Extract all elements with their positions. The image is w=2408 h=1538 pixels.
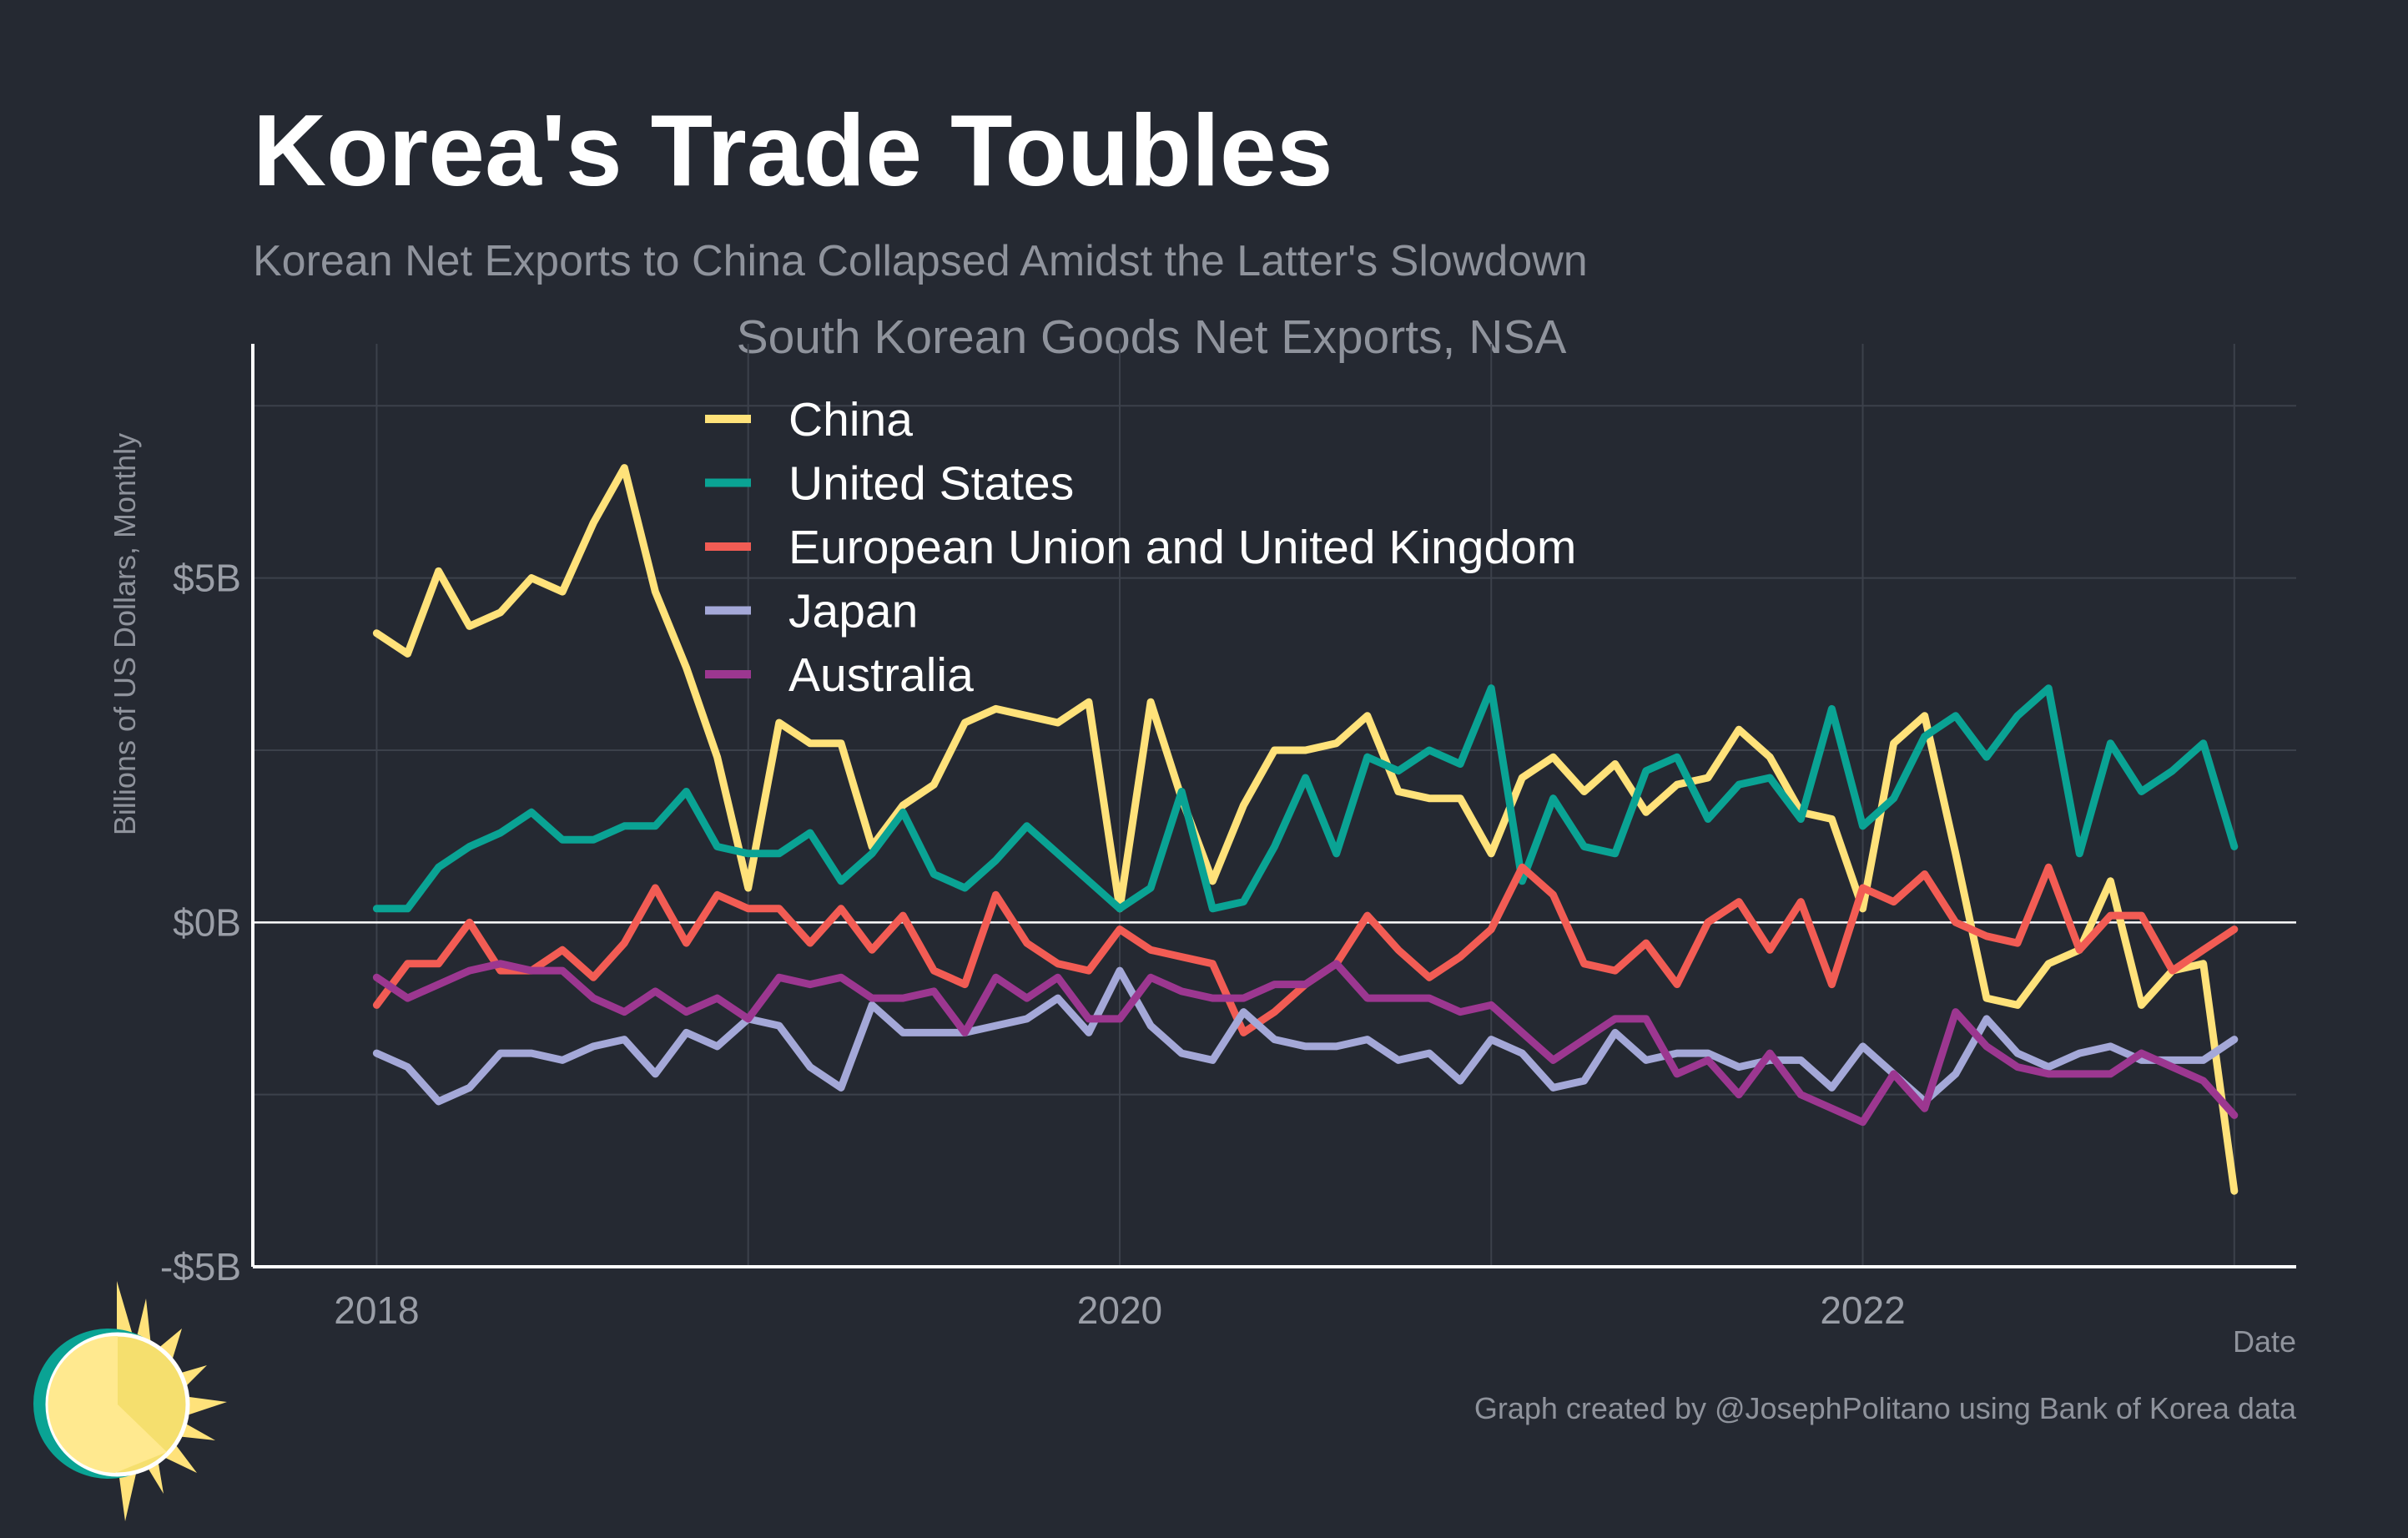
tick-labels: -$5B $0B $5B 2018 2020 2022: [160, 557, 1906, 1332]
series-lines: [372, 464, 2239, 1195]
chart-title: South Korean Goods Net Exports, NSA: [737, 310, 1567, 364]
legend-label-china: China: [788, 393, 913, 446]
legend-label-australia: Australia: [788, 648, 974, 702]
x-tick-label: 2020: [1077, 1288, 1162, 1332]
page-subtitle: Korean Net Exports to China Collapsed Am…: [253, 237, 1588, 285]
series-line-australia: [372, 960, 2239, 1127]
legend-label-united-states: United States: [788, 457, 1074, 511]
gridlines: [253, 344, 2296, 1267]
legend-label-japan: Japan: [788, 585, 918, 638]
x-tick-label: 2022: [1820, 1288, 1905, 1332]
y-axis-label: Billions of US Dollars, Monthly: [108, 433, 142, 835]
y-tick-label: $0B: [173, 900, 241, 944]
sun-logo: [33, 1281, 227, 1521]
x-tick-label: 2018: [334, 1288, 419, 1332]
sun-highlight: [48, 1335, 168, 1473]
page-title: Korea's Trade Toubles: [253, 93, 1333, 207]
source-caption: Graph created by @JosephPolitano using B…: [1474, 1391, 2297, 1425]
series-line-china: [372, 464, 2239, 1195]
y-tick-label: $5B: [173, 557, 241, 600]
legend: China United States European Union and Uni…: [705, 393, 1576, 702]
x-axis-label: Date: [2233, 1324, 2296, 1359]
y-tick-label: -$5B: [160, 1245, 241, 1288]
series-line-united-states: [372, 684, 2239, 913]
legend-label-european-union-and-united-kingdom: European Union and United Kingdom: [788, 521, 1576, 574]
